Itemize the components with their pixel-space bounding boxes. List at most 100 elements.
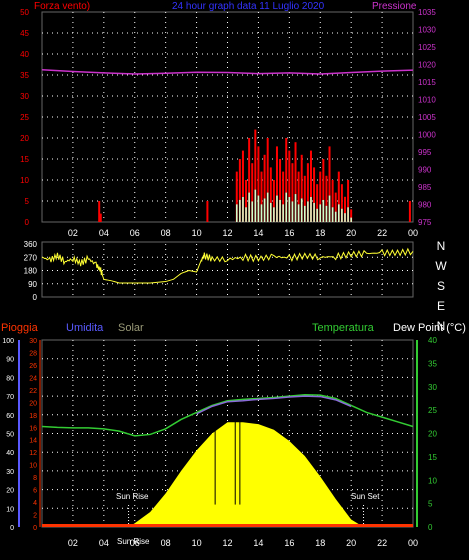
wind-bar bbox=[325, 175, 328, 222]
temperature-label: Temperatura bbox=[312, 322, 375, 334]
bottom-x-tick-label: 18 bbox=[315, 538, 325, 548]
top-x-tick-label: 14 bbox=[253, 228, 263, 238]
pressure-tick-label: 1005 bbox=[418, 113, 436, 122]
wind-bar bbox=[279, 159, 282, 222]
wind-bar bbox=[340, 184, 343, 222]
wind-average-bar bbox=[269, 202, 272, 222]
wind-average-bar bbox=[325, 205, 328, 222]
wind-bar bbox=[303, 175, 306, 222]
wind-bar bbox=[291, 163, 294, 222]
wind-average-bar bbox=[239, 199, 241, 222]
bottom-x-tick-label: 22 bbox=[377, 538, 387, 548]
rain-label: Pioggia bbox=[1, 322, 39, 334]
wind-bar bbox=[272, 180, 275, 222]
rain-tick-label: 18 bbox=[29, 413, 37, 420]
pressure-axis-label: Pressione bbox=[372, 1, 417, 12]
wind-average-bar bbox=[260, 204, 263, 222]
humidity-label: Umidita bbox=[66, 322, 104, 334]
temperature-tick-label: 40 bbox=[428, 336, 437, 345]
humidity-tick-label: 100 bbox=[2, 338, 14, 345]
wind-bar bbox=[331, 180, 334, 222]
wind-average-bar bbox=[254, 189, 257, 222]
temperature-tick-label: 20 bbox=[428, 430, 437, 439]
wind-average-bar bbox=[288, 197, 291, 222]
pressure-line bbox=[41, 69, 414, 75]
wind-average-bar bbox=[245, 207, 247, 222]
wind-bar bbox=[251, 163, 254, 222]
pressure-tick-label: 995 bbox=[418, 148, 432, 157]
rain-line bbox=[42, 524, 413, 527]
humidity-tick-label: 30 bbox=[6, 469, 14, 476]
rain-tick-label: 0 bbox=[33, 525, 37, 532]
wind-tick-label: 25 bbox=[20, 113, 29, 122]
wind-bar bbox=[99, 213, 102, 222]
wind-bar bbox=[288, 150, 291, 222]
bottom-x-tick-label: 04 bbox=[99, 538, 109, 548]
rain-tick-label: 16 bbox=[29, 425, 37, 432]
wind-direction-line bbox=[41, 247, 414, 284]
humidity-tick-label: 60 bbox=[6, 413, 14, 420]
humidity-tick-label: 20 bbox=[6, 488, 14, 495]
wind-average-bar bbox=[331, 207, 334, 222]
sunrise-axis-label: Sun Rise bbox=[117, 537, 150, 546]
rain-tick-label: 24 bbox=[29, 375, 37, 382]
wind-bar bbox=[263, 154, 266, 222]
temperature-tick-label: 10 bbox=[428, 476, 437, 485]
bottom-x-tick-label: 00 bbox=[408, 538, 418, 548]
wind-bar bbox=[98, 201, 101, 222]
dewpoint-line bbox=[196, 395, 352, 415]
rain-tick-label: 4 bbox=[33, 500, 37, 507]
top-x-tick-label: 18 bbox=[315, 228, 325, 238]
wind-tick-label: 15 bbox=[20, 155, 29, 164]
wind-average-bar bbox=[344, 213, 346, 222]
data-layer bbox=[41, 69, 414, 527]
wind-bar bbox=[313, 167, 316, 222]
top-x-tick-label: 04 bbox=[99, 228, 109, 238]
wind-bar bbox=[319, 171, 322, 222]
direction-tick-label: 360 bbox=[24, 240, 38, 249]
pressure-tick-label: 1020 bbox=[418, 61, 436, 70]
wind-tick-label: 40 bbox=[20, 50, 29, 59]
wind-bar bbox=[328, 146, 331, 222]
humidity-tick-label: 10 bbox=[6, 506, 14, 513]
rain-tick-label: 14 bbox=[29, 438, 37, 445]
wind-average-bar bbox=[279, 199, 281, 222]
pressure-tick-label: 1035 bbox=[418, 8, 436, 17]
wind-bar bbox=[285, 138, 288, 222]
rain-tick-label: 12 bbox=[29, 450, 37, 457]
wind-average-bar bbox=[273, 207, 275, 222]
wind-bar bbox=[350, 209, 353, 222]
wind-average-bar bbox=[276, 195, 278, 222]
top-x-tick-label: 16 bbox=[284, 228, 294, 238]
wind-bar bbox=[316, 184, 319, 222]
direction-tick-label: 0 bbox=[33, 293, 38, 302]
wind-bar bbox=[343, 196, 346, 222]
top-x-tick-label: 20 bbox=[346, 228, 356, 238]
rain-tick-label: 28 bbox=[29, 350, 37, 357]
wind-average-bar bbox=[316, 208, 318, 222]
wind-average-bar bbox=[291, 201, 294, 222]
humidity-tick-label: 50 bbox=[6, 432, 14, 439]
bottom-x-tick-label: 14 bbox=[253, 538, 263, 548]
compass-label: N bbox=[437, 239, 446, 253]
wind-average-bar bbox=[338, 204, 340, 222]
rain-tick-label: 20 bbox=[29, 400, 37, 407]
wind-bar bbox=[322, 159, 325, 222]
wind-average-bar bbox=[235, 204, 238, 222]
wind-tick-label: 5 bbox=[25, 197, 30, 206]
wind-tick-label: 10 bbox=[20, 176, 29, 185]
pressure-tick-label: 980 bbox=[418, 201, 432, 210]
top-x-tick-label: 06 bbox=[130, 228, 140, 238]
axis-layer: 0510152025303540455097598098599099510001… bbox=[2, 8, 447, 548]
wind-bar bbox=[275, 146, 278, 222]
wind-average-bar bbox=[248, 192, 250, 222]
wind-axis-label: Forza vento) bbox=[34, 1, 90, 12]
top-x-tick-label: 08 bbox=[161, 228, 171, 238]
temperature-tick-label: 5 bbox=[428, 500, 433, 509]
wind-tick-label: 0 bbox=[25, 218, 30, 227]
wind-average-bar bbox=[341, 208, 343, 222]
bottom-x-tick-label: 16 bbox=[284, 538, 294, 548]
rain-tick-label: 6 bbox=[33, 488, 37, 495]
wind-average-bar bbox=[282, 204, 284, 222]
